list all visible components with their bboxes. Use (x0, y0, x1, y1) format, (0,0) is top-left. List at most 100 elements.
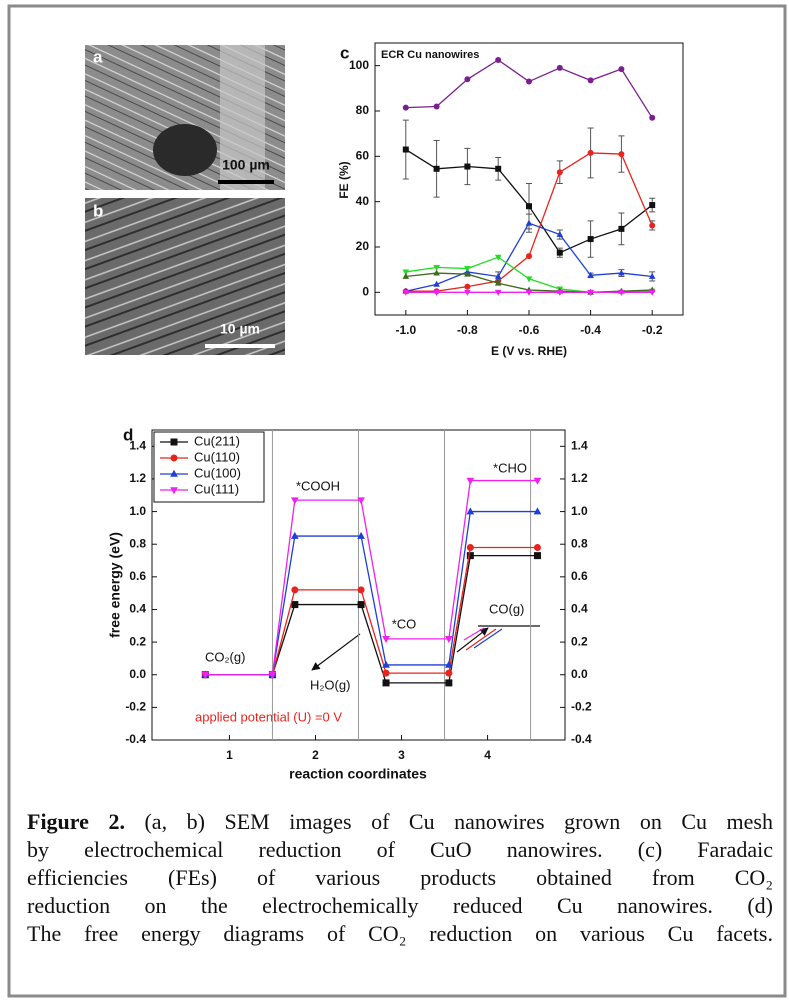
scale-bar-label: 10 µm (220, 321, 260, 337)
marker (587, 271, 594, 278)
marker (556, 169, 563, 176)
y2-tick-label: -0.2 (571, 700, 592, 714)
marker (556, 289, 564, 296)
marker (382, 636, 390, 644)
sem-image-a: a 100 µm (85, 45, 285, 190)
marker (464, 76, 471, 83)
y-tick-label: 0.2 (129, 634, 146, 648)
caption-text: (a, b) SEM images of Cu nanowires grown … (144, 809, 773, 834)
marker (587, 289, 594, 296)
y2-tick-label: 0.0 (571, 667, 588, 681)
y2-tick-label: 0.4 (571, 602, 588, 616)
frame (7, 4, 787, 998)
x-tick-label: -1.0 (395, 323, 416, 337)
marker (445, 669, 453, 677)
x-tick-label: 4 (484, 748, 491, 762)
legend-label: Cu(111) (194, 481, 239, 496)
marker (382, 679, 390, 687)
marker (533, 477, 542, 485)
chart-title: ECR Cu nanowires (381, 49, 479, 61)
panel-label: c (340, 43, 349, 62)
x-axis-label: E (V vs. RHE) (491, 344, 567, 358)
scale-bar (205, 344, 275, 348)
caption-label: Figure 2. (27, 809, 125, 834)
y2-tick-label: 1.0 (571, 504, 588, 518)
marker (648, 289, 656, 296)
panel-label: d (123, 425, 133, 444)
marker (533, 552, 541, 560)
marker (649, 222, 656, 229)
series-line (205, 510, 538, 676)
y-tick-label: 0.0 (129, 667, 146, 681)
y2-tick-label: 0.2 (571, 634, 588, 648)
marker (556, 230, 564, 237)
marker (494, 272, 502, 279)
caption-line: efficiencies (FEs) of various products o… (27, 865, 773, 890)
marker (618, 225, 625, 232)
marker (533, 507, 542, 515)
marker (290, 497, 299, 505)
marker (170, 469, 178, 477)
marker (495, 57, 502, 63)
x-tick-label: -0.6 (519, 323, 540, 337)
annotation: *CO (392, 616, 417, 631)
marker (618, 269, 625, 276)
marker (290, 531, 299, 539)
caption-line: Figure 2. (a, b) SEM images of Cu nanowi… (27, 808, 773, 836)
marker (357, 601, 365, 609)
marker (618, 151, 625, 158)
caption-line: reduction on the electrochemically reduc… (27, 893, 773, 918)
x-tick-label: -0.8 (457, 323, 478, 337)
y-tick-label: 0.4 (129, 602, 146, 616)
y-tick-label: 40 (356, 194, 370, 208)
marker (526, 253, 532, 260)
marker (466, 552, 474, 560)
x-tick-label: 1 (226, 748, 233, 762)
marker (649, 114, 656, 121)
marker (291, 601, 299, 609)
legend-label: Cu(110) (194, 449, 240, 464)
marker (494, 254, 502, 261)
marker (357, 586, 365, 594)
panel-label: a (93, 47, 103, 66)
marker (466, 477, 475, 485)
marker (525, 219, 533, 226)
marker (587, 236, 594, 243)
x-tick-label: 3 (398, 748, 405, 762)
y-tick-label: 80 (356, 103, 370, 117)
marker (170, 438, 178, 446)
marker (433, 265, 440, 271)
marker (357, 497, 365, 505)
marker (525, 276, 533, 283)
y-tick-label: 60 (356, 149, 370, 163)
marker (402, 104, 409, 111)
marker (382, 660, 390, 668)
sem-image-b: b 10 µm (85, 198, 285, 355)
y2-tick-label: 0.6 (571, 569, 588, 583)
marker (466, 507, 475, 515)
y-tick-label: 1.2 (129, 471, 146, 485)
marker (402, 289, 410, 296)
marker (464, 283, 471, 290)
y-tick-label: 100 (349, 58, 369, 72)
marker (382, 669, 390, 677)
y-axis-label: free energy (eV) (107, 532, 123, 638)
marker (464, 163, 471, 170)
marker (445, 679, 453, 687)
y-tick-label: 0.6 (129, 569, 146, 583)
marker (201, 671, 210, 679)
y-tick-label: 0.8 (129, 536, 146, 550)
series-line (405, 59, 653, 119)
caption-line: by electrochemical reduction of CuO nano… (27, 837, 773, 862)
y-tick-label: -0.4 (125, 732, 146, 746)
marker (433, 269, 440, 276)
y-axis-label: FE (%) (337, 161, 351, 198)
scale-bar-label: 100 µm (222, 157, 270, 173)
annotation: applied potential (U) =0 V (195, 709, 342, 724)
marker (618, 66, 625, 73)
marker (402, 146, 409, 153)
y-tick-label: 1.4 (129, 438, 146, 452)
marker (402, 269, 410, 276)
marker (618, 289, 625, 296)
